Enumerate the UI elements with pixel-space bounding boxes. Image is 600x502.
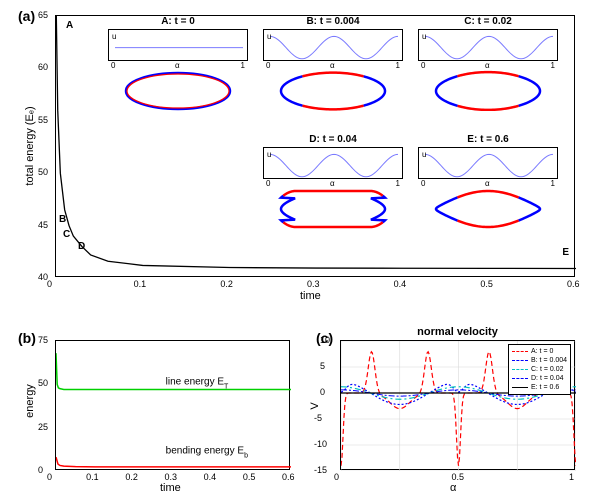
inset-B-ucurve [264,30,404,62]
inset-u-ylabel: u [112,32,116,41]
inset-D: D: t = 0.04 u 0 α 1 [263,134,403,232]
panel-a-ylabel: total energy (Eₑ) [24,96,36,196]
panel-b: line energy ET bending energy Eb [55,340,290,470]
inset-E-ubox: u 0 α 1 [418,147,558,179]
inset-C-ubox: u 0 α 1 [418,29,558,61]
panel-b-ylabel: energy [24,376,36,426]
inset-x1: 1 [396,61,400,70]
inset-x0: 0 [421,61,425,70]
inset-B-ubox: u 0 α 1 [263,29,403,61]
inset-C-ucurve [419,30,559,62]
inset-E-ucurve [419,148,559,180]
inset-D-ubox: u 0 α 1 [263,147,403,179]
svg-text:bending energy Eb: bending energy Eb [166,446,248,460]
inset-A-ubox: u 0 α 1 [108,29,248,61]
inset-alpha: α [330,179,335,188]
inset-x0: 0 [266,61,270,70]
inset-u-ylabel: u [422,150,426,159]
inset-E: E: t = 0.6 u 0 α 1 [418,134,558,232]
panel-a-label: (a) [18,8,35,24]
panel-a-xlabel: time [300,290,321,302]
inset-A: A: t = 0 u 0 α 1 [108,16,248,114]
inset-x0: 0 [421,179,425,188]
inset-x1: 1 [241,61,245,70]
svg-text:line energy ET: line energy ET [166,376,229,390]
inset-x1: 1 [551,179,555,188]
inset-B: B: t = 0.004 u 0 α 1 [263,16,403,114]
inset-u-ylabel: u [267,32,271,41]
inset-x0: 0 [266,179,270,188]
inset-alpha: α [485,179,490,188]
panel-b-label: (b) [18,330,36,346]
inset-u-ylabel: u [267,150,271,159]
panel-b-svg: line energy ET bending energy Eb [56,341,291,471]
inset-E-title: E: t = 0.6 [418,134,558,145]
panel-c-title: normal velocity [340,326,575,338]
inset-alpha: α [330,61,335,70]
inset-A-ucurve [109,30,249,62]
inset-x1: 1 [396,179,400,188]
panel-b-xlabel: time [160,482,181,494]
inset-C: C: t = 0.02 u 0 α 1 [418,16,558,114]
panel-c: A: t = 0B: t = 0.004C: t = 0.02D: t = 0.… [340,340,575,470]
inset-alpha: α [485,61,490,70]
inset-x0: 0 [111,61,115,70]
panel-a: A B C D E A: t = 0 u 0 α 1 B: t = 0.004 … [55,15,575,277]
inset-B-title: B: t = 0.004 [263,16,403,27]
inset-D-title: D: t = 0.04 [263,134,403,145]
panel-c-legend: A: t = 0B: t = 0.004C: t = 0.02D: t = 0.… [508,344,571,395]
inset-alpha: α [175,61,180,70]
inset-u-ylabel: u [422,32,426,41]
inset-A-title: A: t = 0 [108,16,248,27]
inset-D-ucurve [264,148,404,180]
inset-x1: 1 [551,61,555,70]
inset-C-title: C: t = 0.02 [418,16,558,27]
panel-c-xlabel: α [450,482,456,494]
